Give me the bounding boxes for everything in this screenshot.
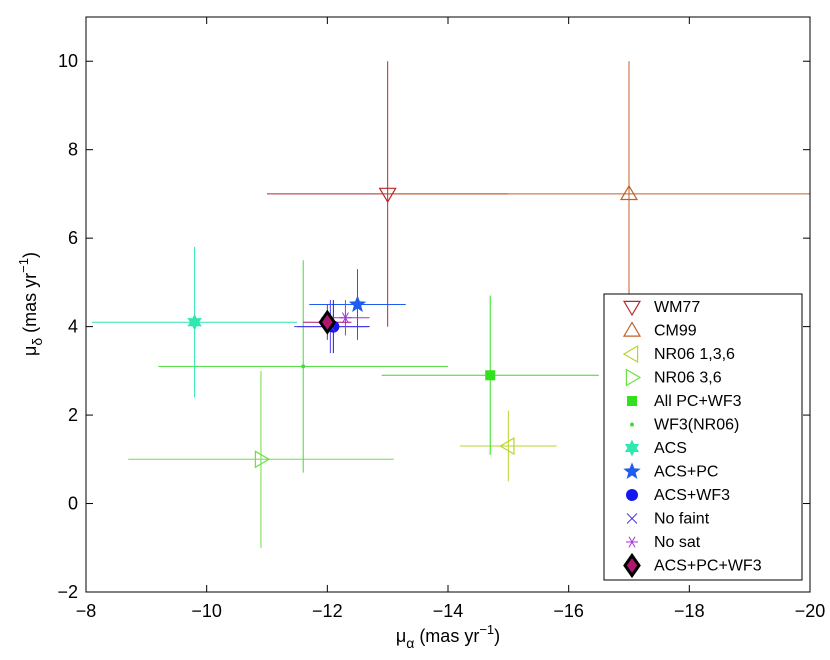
y-tick-label: −2 xyxy=(57,582,78,602)
marker xyxy=(301,364,306,369)
marker xyxy=(619,184,639,201)
y-tick-label: 6 xyxy=(68,228,78,248)
legend-label: No sat xyxy=(654,534,701,551)
legend: WM77 CM99 NR06 1,3,6 NR06 3,6 All PC+WF3 WF3(… xyxy=(603,293,803,581)
marker xyxy=(626,536,638,548)
y-tick-label: 4 xyxy=(68,317,78,337)
marker xyxy=(627,396,637,406)
marker xyxy=(339,312,352,324)
legend-label: NR06 1,3,6 xyxy=(654,346,735,363)
y-tick-label: 2 xyxy=(68,405,78,425)
marker xyxy=(622,344,639,364)
marker xyxy=(318,309,337,335)
marker xyxy=(623,552,641,579)
marker xyxy=(625,368,642,387)
x-tick-label: −16 xyxy=(553,601,584,621)
x-tick-label: −8 xyxy=(76,601,97,621)
legend-label: No faint xyxy=(654,511,710,528)
legend-box xyxy=(603,293,803,581)
x-tick-label: −10 xyxy=(191,601,222,621)
legend-label: WM77 xyxy=(654,299,700,316)
legend-label: ACS+PC xyxy=(654,464,718,481)
marker xyxy=(187,313,202,331)
x-tick-label: −12 xyxy=(312,601,343,621)
marker xyxy=(626,513,638,524)
y-tick-label: 0 xyxy=(68,494,78,514)
marker xyxy=(624,439,640,457)
marker xyxy=(622,300,642,317)
y-tick-label: 8 xyxy=(68,140,78,160)
x-axis-label: μα (mas yr−1) xyxy=(396,622,500,651)
marker xyxy=(622,321,642,337)
marker xyxy=(499,436,515,456)
legend-label: NR06 3,6 xyxy=(654,370,722,387)
legend-label: WF3(NR06) xyxy=(654,417,739,434)
marker xyxy=(485,370,496,381)
marker xyxy=(254,450,271,469)
plot-area xyxy=(92,61,810,548)
x-tick-label: −18 xyxy=(674,601,705,621)
x-tick-label: −14 xyxy=(433,601,464,621)
legend-label: CM99 xyxy=(654,323,697,340)
legend-label: ACS xyxy=(654,440,687,457)
legend-label: ACS+PC+WF3 xyxy=(654,558,762,575)
legend-label: All PC+WF3 xyxy=(654,393,742,410)
y-tick-label: 10 xyxy=(58,51,78,71)
marker xyxy=(626,489,638,501)
legend-label: ACS+WF3 xyxy=(654,487,730,504)
y-axis-label: μδ (mas yr−1) xyxy=(16,252,45,356)
x-tick-label: −20 xyxy=(795,601,826,621)
marker xyxy=(630,422,634,427)
marker xyxy=(378,187,397,204)
marker xyxy=(623,462,641,479)
marker xyxy=(348,295,367,312)
